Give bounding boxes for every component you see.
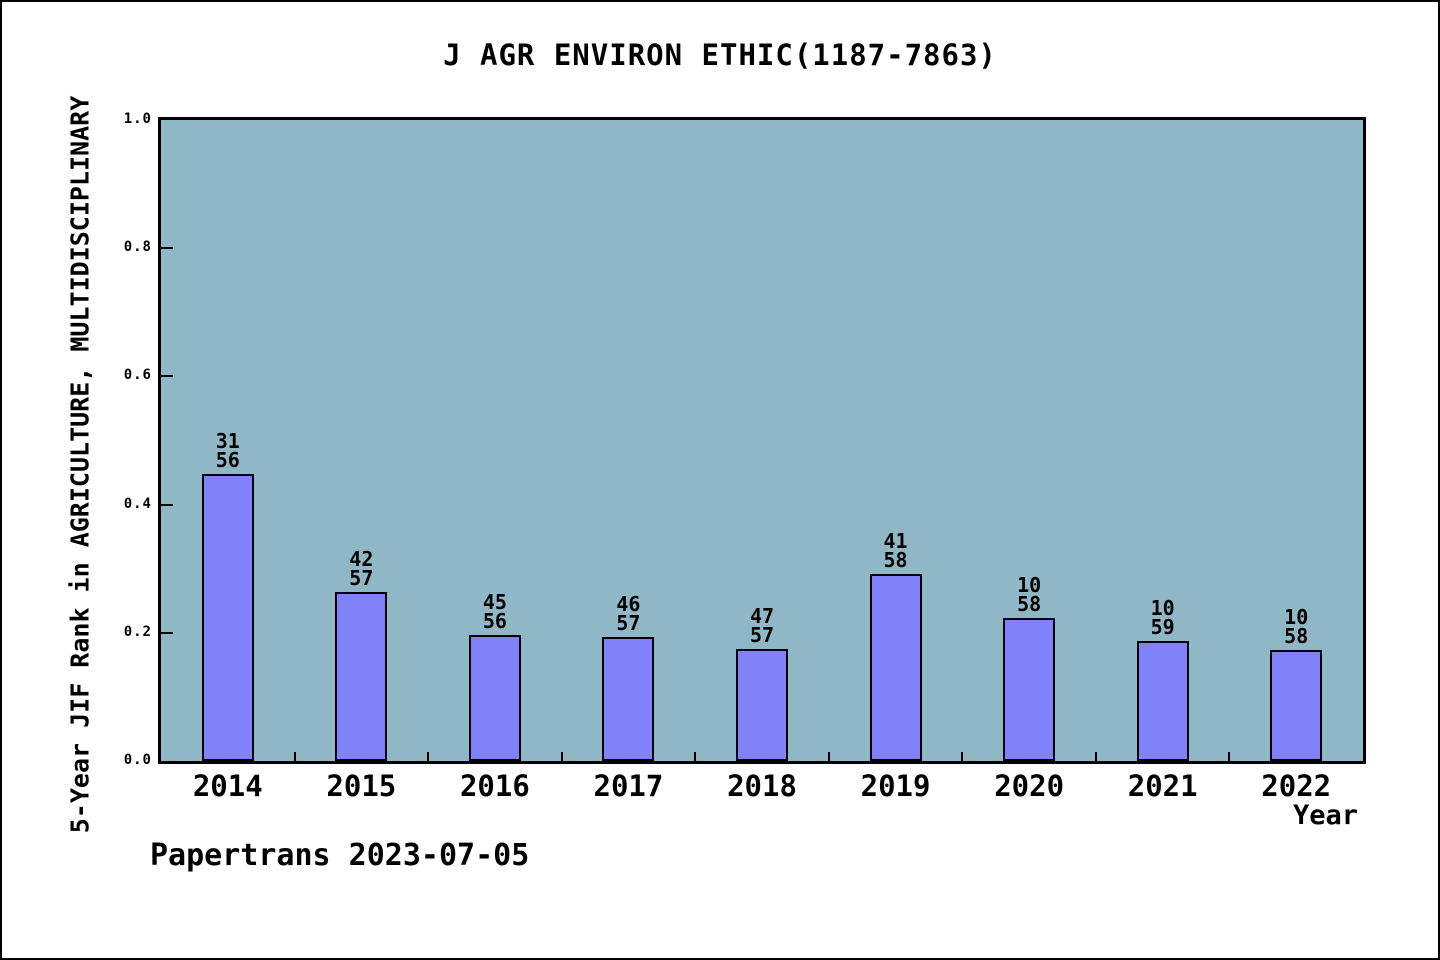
bar-label-2019: 41 58 <box>851 528 941 572</box>
y-tick-mark <box>161 247 173 250</box>
y-axis-title: 5-Year JIF Rank in AGRICULTURE, MULTIDIS… <box>65 95 95 834</box>
bar-label-2014: 31 56 <box>183 429 273 473</box>
x-tick-label-2018: 2018 <box>727 769 797 803</box>
plot-area: 31 56 42 57 45 56 46 57 47 57 41 58 10 58 10 59 10 58 <box>158 117 1366 764</box>
bar-label-rank: 31 <box>215 429 240 454</box>
bar-label-total: 57 <box>616 611 641 636</box>
x-tick-label-2014: 2014 <box>192 769 263 803</box>
bar-2018 <box>736 648 788 761</box>
bar-label-total: 56 <box>482 608 507 633</box>
x-tick-label-2017: 2017 <box>593 769 664 803</box>
y-tick-label: 0.2 <box>123 623 152 640</box>
x-tick-mark <box>694 752 697 761</box>
x-tick-label-2022: 2022 <box>1261 769 1332 803</box>
bar-label-2021: 10 59 <box>1118 596 1208 640</box>
bar-2017 <box>602 637 655 761</box>
y-tick-mark <box>161 375 173 378</box>
bar-label-2017: 46 57 <box>583 592 673 636</box>
bar-label-rank: 46 <box>616 592 641 617</box>
bar-label-2015: 42 57 <box>316 547 406 591</box>
y-tick-label: 0.8 <box>123 239 152 256</box>
x-tick-mark <box>293 752 296 761</box>
x-tick-mark <box>1228 752 1231 761</box>
bar-label-total: 57 <box>349 566 374 591</box>
x-tick-label-2015: 2015 <box>326 769 397 803</box>
x-tick-label-2016: 2016 <box>459 769 530 803</box>
x-tick-label-2021: 2021 <box>1127 769 1198 803</box>
bar-label-total: 58 <box>1017 592 1042 617</box>
y-tick-label: 1.0 <box>123 111 152 127</box>
bar-2016 <box>468 634 521 761</box>
x-tick-mark <box>427 752 430 761</box>
bar-2014 <box>201 474 254 761</box>
x-tick-label-2019: 2019 <box>860 769 931 803</box>
bar-2021 <box>1136 641 1189 761</box>
bar-2019 <box>869 573 922 761</box>
bar-label-rank: 10 <box>1150 596 1175 621</box>
y-tick-label: 0.4 <box>123 495 152 512</box>
x-tick-mark <box>1094 752 1097 761</box>
bar-label-rank: 47 <box>749 603 775 628</box>
bar-label-total: 58 <box>883 547 908 572</box>
bar-label-2020: 10 58 <box>984 573 1074 617</box>
bar-label-2018: 47 57 <box>717 603 807 647</box>
bar-label-total: 58 <box>1284 624 1309 649</box>
chart-title: J AGR ENVIRON ETHIC(1187-7863) <box>443 38 997 72</box>
bar-label-rank: 42 <box>349 547 374 572</box>
bar-label-2022: 10 58 <box>1251 605 1341 649</box>
bar-2022 <box>1270 650 1323 761</box>
bar-label-rank: 45 <box>482 589 507 614</box>
x-axis-title: Year <box>1292 800 1358 831</box>
footer-note: Papertrans 2023-07-05 <box>150 838 530 873</box>
bar-label-rank: 10 <box>1284 605 1309 630</box>
y-tick-label: 0.0 <box>123 752 152 768</box>
bar-label-total: 57 <box>749 622 775 647</box>
bar-label-rank: 10 <box>1017 573 1042 598</box>
bar-2020 <box>1003 618 1056 761</box>
y-tick-mark <box>161 503 173 506</box>
bar-label-total: 56 <box>215 448 240 473</box>
x-tick-mark <box>560 752 563 761</box>
y-tick-mark <box>161 631 173 634</box>
x-tick-label-2020: 2020 <box>994 769 1065 803</box>
bar-label-rank: 41 <box>883 528 908 553</box>
bar-2015 <box>335 592 388 761</box>
bar-label-2016: 45 56 <box>450 589 540 633</box>
x-tick-mark <box>961 752 964 761</box>
bar-label-total: 59 <box>1150 615 1175 640</box>
x-tick-mark <box>827 752 830 761</box>
y-tick-label: 0.6 <box>123 367 152 384</box>
